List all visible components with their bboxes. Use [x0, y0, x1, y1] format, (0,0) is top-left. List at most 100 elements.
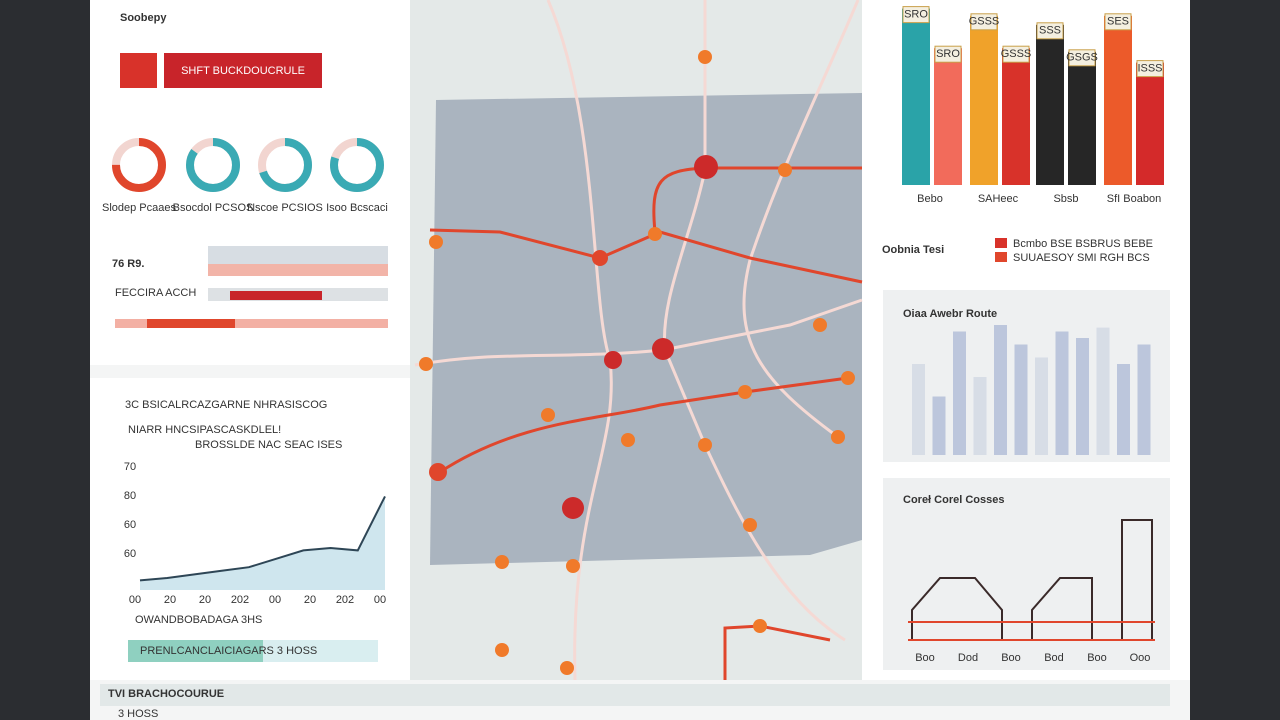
x-tick-label: 20: [199, 594, 211, 606]
route-bar: [912, 364, 925, 455]
value-label-box: [1002, 45, 1030, 63]
y-tick-label: 70: [124, 461, 136, 473]
donut-label: Slodep Pcaaes: [102, 202, 176, 214]
action-button[interactable]: [164, 53, 322, 88]
stop: [831, 430, 845, 444]
stop: [419, 357, 433, 371]
value-label-box: [934, 45, 962, 63]
line-area: [140, 496, 385, 590]
stop: [698, 438, 712, 452]
line-bar-fill: [128, 640, 263, 662]
stop: [743, 518, 757, 532]
legend-swatch: [995, 238, 1007, 248]
line-card: [90, 378, 410, 680]
cost-lines: [908, 621, 1155, 641]
x-tick-label: 00: [129, 594, 141, 606]
donut-label: Nscoe PCSIOS: [247, 202, 323, 214]
stop: [621, 433, 635, 447]
donut-label: Isoo Bcscaci: [326, 202, 388, 214]
stop: [541, 408, 555, 422]
route-bar: [1035, 357, 1048, 455]
route-bar: [1117, 364, 1130, 455]
progress-fill: [230, 291, 322, 300]
route-bar: [1014, 344, 1028, 455]
line-subtitle: NIARR HNCSIPASCASKDLEL!: [128, 424, 281, 436]
line: [139, 495, 386, 582]
value-label: SSS: [1039, 25, 1061, 37]
bar: [1136, 62, 1164, 185]
route-bar: [1076, 338, 1089, 455]
line-footer: OWANDBOBADAGA 3HS: [135, 614, 262, 626]
y-tick-label: 80: [124, 490, 136, 502]
bar: [970, 15, 998, 185]
button-label: SHFT BUCKDOUCRULE: [181, 65, 305, 77]
y-tick-label: 60: [124, 519, 136, 531]
route-bar: [994, 325, 1007, 455]
stop: [604, 351, 622, 369]
bar: [1002, 48, 1030, 186]
stop: [813, 318, 827, 332]
legend-swatch: [995, 252, 1007, 262]
stop: [592, 250, 608, 266]
x-tick-label: Sbsb: [1053, 193, 1078, 205]
stop: [698, 50, 712, 64]
x-tick-label: SAHeec: [978, 193, 1019, 205]
value-label: ISSS: [1137, 63, 1162, 75]
bar: [934, 48, 962, 186]
footer-title: TVI BRACHOCOURUE: [108, 688, 224, 700]
cost-card: [883, 478, 1170, 670]
stop: [648, 227, 662, 241]
x-tick-label: 20: [164, 594, 176, 606]
kpi-label: FECCIRA ACCH: [115, 287, 196, 299]
donut-label: Bsocdol PCSOS: [173, 202, 254, 214]
kpi-value: 76 R9.: [112, 258, 144, 270]
route-bar: [1055, 331, 1069, 455]
x-tick-label: Bod: [1044, 652, 1064, 664]
stop: [841, 371, 855, 385]
line-bar-label: PRENLCANCLAICIAGARS 3 HOSS: [140, 645, 317, 657]
stop: [429, 463, 447, 481]
donut-arc: [186, 138, 240, 192]
value-label-box: [1068, 49, 1096, 67]
donut-arc: [258, 138, 312, 192]
value-label-box: [902, 6, 930, 24]
x-tick-label: 202: [336, 594, 354, 606]
x-tick-label: Bebo: [917, 193, 943, 205]
bar: [1036, 24, 1064, 185]
footer-strip: [100, 684, 1170, 706]
route-title: Oiaa Awebr Route: [903, 308, 997, 320]
value-label: SRO: [904, 9, 928, 21]
x-tick-label: 20: [304, 594, 316, 606]
donut-arc: [330, 138, 384, 192]
stop: [778, 163, 792, 177]
bar: [1068, 51, 1096, 185]
bar: [1104, 15, 1132, 185]
legend-title: Oobnia Tesi: [882, 244, 944, 256]
progress-fill: [147, 319, 235, 328]
x-tick-label: Boo: [915, 652, 935, 664]
legend-label: Bcmbo BSE BSBRUS BEBE: [1013, 238, 1153, 250]
icon-button[interactable]: [120, 53, 157, 88]
footer-left: 3 HOSS: [118, 708, 158, 720]
value-label-box: [970, 13, 998, 31]
stop: [429, 235, 443, 249]
value-label-box: [1036, 22, 1064, 40]
progress-fill: [208, 264, 388, 276]
x-tick-label: Dod: [958, 652, 978, 664]
x-tick-label: Ooo: [1130, 652, 1151, 664]
route-bar: [1096, 327, 1110, 455]
progress-bg: [208, 246, 388, 264]
stop: [566, 559, 580, 573]
stop: [495, 643, 509, 657]
value-label: SRO: [936, 48, 960, 60]
legend-label: SUUAESOY SMI RGH BCS: [1013, 252, 1150, 264]
value-label-box: [1136, 60, 1164, 78]
stop: [560, 661, 574, 675]
x-tick-label: SfI Boabon: [1107, 193, 1161, 205]
value-label: GSSS: [969, 16, 1000, 28]
route-bar: [973, 377, 987, 455]
route-bar: [953, 331, 966, 455]
stop: [495, 555, 509, 569]
